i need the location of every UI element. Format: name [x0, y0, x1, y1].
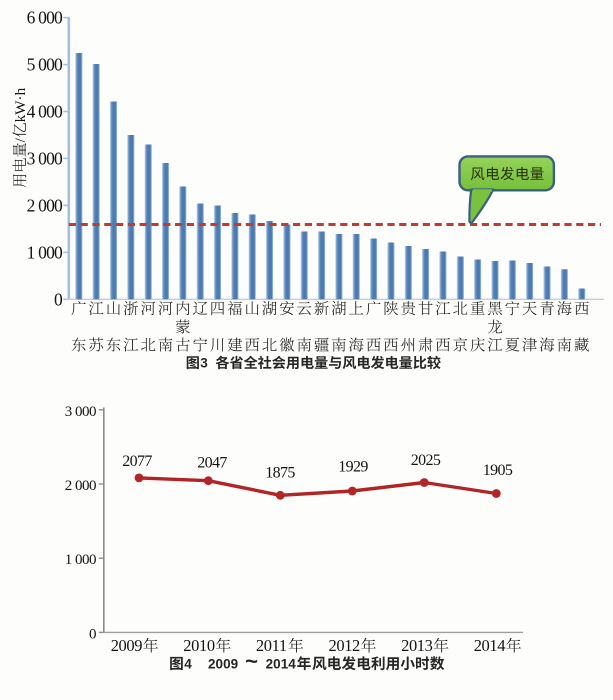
svg-text:0: 0: [89, 626, 96, 642]
svg-text:3 000: 3 000: [65, 404, 96, 420]
svg-text:2 000: 2 000: [27, 195, 63, 215]
svg-text:2009: 2009: [111, 636, 143, 655]
svg-text:1 000: 1 000: [65, 552, 96, 568]
svg-text:/: /: [12, 137, 29, 142]
svg-text:~: ~: [245, 649, 258, 674]
svg-text:6 000: 6 000: [27, 8, 63, 28]
svg-text:1 000: 1 000: [27, 242, 63, 262]
svg-text:2009: 2009: [208, 656, 238, 671]
svg-text:2047: 2047: [197, 454, 227, 471]
svg-text:2014: 2014: [266, 656, 297, 671]
svg-text:2012: 2012: [329, 636, 361, 655]
svg-text:1875: 1875: [265, 464, 295, 481]
svg-text:5 000: 5 000: [27, 55, 63, 75]
svg-text:1905: 1905: [483, 462, 513, 479]
svg-text:0: 0: [54, 289, 63, 309]
svg-text:2025: 2025: [411, 452, 441, 469]
svg-text:3: 3: [200, 355, 208, 370]
svg-text:4 000: 4 000: [27, 102, 63, 122]
svg-text:2010: 2010: [183, 636, 215, 655]
svg-text:3 000: 3 000: [27, 148, 63, 168]
svg-text:2013: 2013: [401, 636, 433, 655]
svg-text:2077: 2077: [122, 453, 152, 470]
svg-text:2011: 2011: [256, 636, 287, 655]
svg-text:kW·h: kW·h: [12, 87, 29, 122]
svg-text:4: 4: [184, 656, 192, 671]
svg-text:2014: 2014: [474, 636, 506, 655]
svg-text:1929: 1929: [338, 458, 368, 475]
svg-text:2 000: 2 000: [65, 478, 96, 494]
